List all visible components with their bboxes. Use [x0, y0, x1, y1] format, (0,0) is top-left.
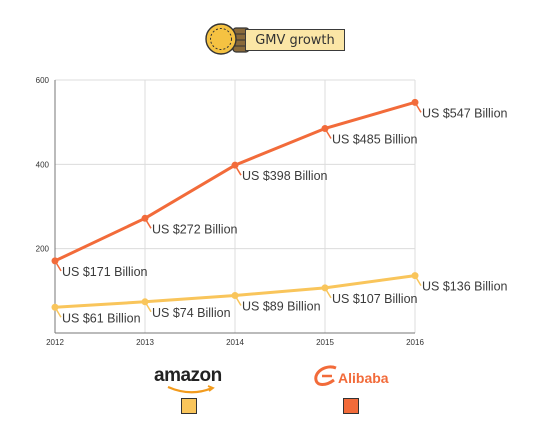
- legend-label-amazon: amazon: [154, 365, 222, 386]
- tick-labels: 2012 2013 2014 2015 2016 200 400 600: [36, 76, 425, 347]
- x-tick-label: 2016: [406, 338, 424, 347]
- data-label-amazon: US $74 Billion: [152, 306, 231, 320]
- data-label-amazon: US $136 Billion: [422, 280, 508, 294]
- data-label-amazon: US $107 Billion: [332, 292, 418, 306]
- y-tick-label: 400: [36, 160, 50, 169]
- data-label-leader-alibaba: [414, 101, 422, 113]
- alibaba-logo-icon: [314, 365, 337, 386]
- data-label-alibaba: US $398 Billion: [242, 169, 328, 183]
- amazon-smile-icon: [167, 385, 215, 394]
- data-label-alibaba: US $272 Billion: [152, 222, 238, 236]
- data-label-leader-alibaba: [324, 128, 332, 139]
- legend-swatch-alibaba: [343, 398, 359, 414]
- data-label-amazon: US $61 Billion: [62, 311, 141, 325]
- y-tick-label: 200: [36, 245, 50, 254]
- data-label-amazon: US $89 Billion: [242, 299, 321, 313]
- data-label-alibaba: US $171 Billion: [62, 265, 148, 279]
- data-label-leader-amazon: [144, 301, 152, 313]
- data-label-leader-alibaba: [234, 164, 242, 176]
- data-points: [51, 98, 422, 318]
- data-label-leader-alibaba: [54, 260, 62, 272]
- data-label-leader-alibaba: [144, 217, 152, 229]
- data-label-leader-amazon: [324, 287, 332, 299]
- data-labels: US $171 Billion US $272 Billion US $398 Bi…: [62, 106, 508, 325]
- data-label-alibaba: US $485 Billion: [332, 132, 418, 146]
- legend-label-alibaba: Alibaba: [338, 370, 389, 386]
- axes: [54, 80, 415, 334]
- x-tick-label: 2012: [46, 338, 64, 347]
- chart-title: GMV growth: [245, 29, 345, 51]
- chart-title-badge: GMV growth: [203, 22, 349, 56]
- data-label-leader-amazon: [414, 275, 422, 287]
- data-label-alibaba: US $547 Billion: [422, 106, 508, 120]
- data-label-leader-amazon: [54, 306, 62, 318]
- data-label-leader-amazon: [234, 295, 242, 306]
- x-tick-label: 2015: [316, 338, 334, 347]
- y-tick-label: 600: [36, 76, 50, 85]
- legend-swatch-amazon: [181, 398, 197, 414]
- x-tick-label: 2014: [226, 338, 244, 347]
- x-tick-label: 2013: [136, 338, 154, 347]
